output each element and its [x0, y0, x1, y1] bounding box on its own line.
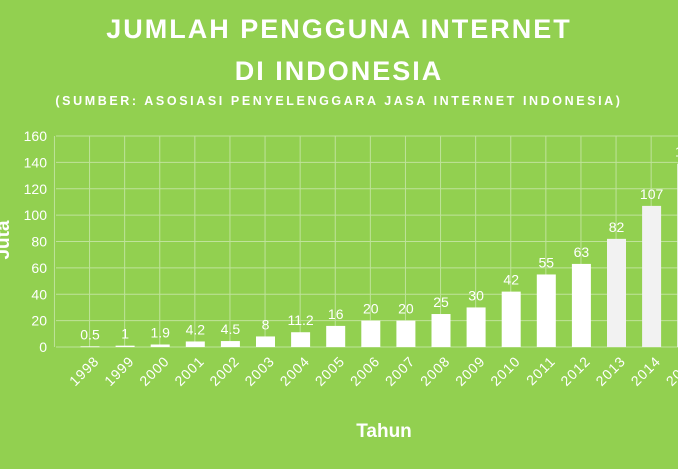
x-tick-label-2010: 2010 [487, 353, 523, 389]
data-label-2005: 16 [328, 306, 344, 322]
chart-title-line-1: JUMLAH PENGGUNA INTERNET [106, 14, 572, 44]
y-tick-label: 60 [31, 260, 47, 276]
x-tick-label-2014: 2014 [628, 353, 664, 389]
x-tick-label-2011: 2011 [523, 353, 558, 388]
bar-2006 [361, 320, 381, 347]
bar-1999 [115, 345, 135, 347]
data-label-2000: 1.9 [150, 324, 170, 340]
data-label-2008: 25 [433, 294, 449, 310]
bar-2001 [185, 341, 205, 347]
bars [80, 163, 678, 348]
data-label-2014: 107 [640, 186, 664, 202]
x-tick-label-2007: 2007 [382, 353, 418, 389]
data-label-2002: 4.5 [221, 321, 241, 337]
bar-2009 [466, 307, 486, 347]
bar-2005 [326, 325, 346, 347]
data-label-2015: 139 [675, 144, 678, 160]
bar-2007 [396, 320, 416, 347]
data-label-2001: 4.2 [186, 321, 206, 337]
data-label-2011: 55 [539, 254, 555, 270]
data-label-1998: 0.5 [80, 326, 100, 342]
x-tick-label-1998: 1998 [66, 353, 102, 389]
y-tick-label: 120 [24, 181, 48, 197]
x-tick-label-1999: 1999 [101, 353, 137, 389]
x-tick-label-2001: 2001 [171, 353, 207, 389]
bar-2003 [256, 336, 275, 347]
bar-1998 [80, 346, 100, 348]
x-axis-title: Tahun [356, 421, 412, 442]
bar-2008 [431, 314, 451, 347]
y-tick-label: 40 [31, 286, 47, 302]
x-axis-ticks: 1998199920002001200220032004200520062007… [66, 353, 678, 389]
x-tick-label-2009: 2009 [452, 353, 488, 389]
x-tick-label-2015: 2015 [663, 353, 678, 389]
y-axis-title: Juta [0, 220, 14, 260]
data-label-1999: 1 [121, 326, 129, 342]
data-label-2013: 82 [609, 219, 625, 235]
bar-2000 [150, 344, 170, 347]
y-tick-label: 80 [31, 234, 47, 250]
bar-2011 [536, 274, 556, 347]
chart-title-line-2: DI INDONESIA [234, 56, 444, 86]
data-label-2010: 42 [503, 272, 519, 288]
x-tick-label-2013: 2013 [592, 353, 628, 389]
chart-subtitle: (SUMBER: ASOSIASI PENYELENGGARA JASA INT… [55, 94, 623, 108]
y-tick-label: 0 [39, 339, 47, 355]
x-tick-label-2003: 2003 [241, 353, 277, 389]
gridlines [53, 135, 678, 348]
bar-2010 [501, 291, 521, 347]
x-tick-label-2002: 2002 [206, 353, 242, 389]
bar-2002 [220, 341, 240, 347]
x-tick-label-2004: 2004 [277, 353, 313, 389]
y-tick-label: 140 [24, 154, 48, 170]
data-label-2009: 30 [468, 287, 484, 303]
bar-2014 [642, 205, 662, 347]
x-tick-label-2008: 2008 [417, 353, 453, 389]
bar-2012 [571, 263, 591, 347]
x-tick-label-2000: 2000 [136, 353, 172, 389]
data-label-2006: 20 [363, 301, 379, 317]
bar-2013 [607, 238, 626, 347]
x-tick-label-2005: 2005 [312, 353, 348, 389]
x-tick-label-2006: 2006 [347, 353, 383, 389]
y-tick-label: 20 [31, 313, 47, 329]
data-label-2003: 8 [262, 316, 270, 332]
bar-2004 [291, 332, 311, 347]
data-label-2004: 11.2 [287, 312, 313, 328]
y-axis-ticks: 0 20 40 60 80 100 120 140 160 [24, 128, 48, 355]
data-label-2007: 20 [398, 301, 414, 317]
data-label-2012: 63 [574, 244, 590, 260]
data-labels: 0.5 1 1.9 4.2 4.5 8 11.2 16 20 20 25 30 42 55 63 82 107 1… [80, 144, 678, 343]
x-tick-label-2012: 2012 [557, 353, 593, 389]
y-tick-label: 160 [24, 128, 48, 144]
y-tick-label: 100 [24, 207, 48, 223]
